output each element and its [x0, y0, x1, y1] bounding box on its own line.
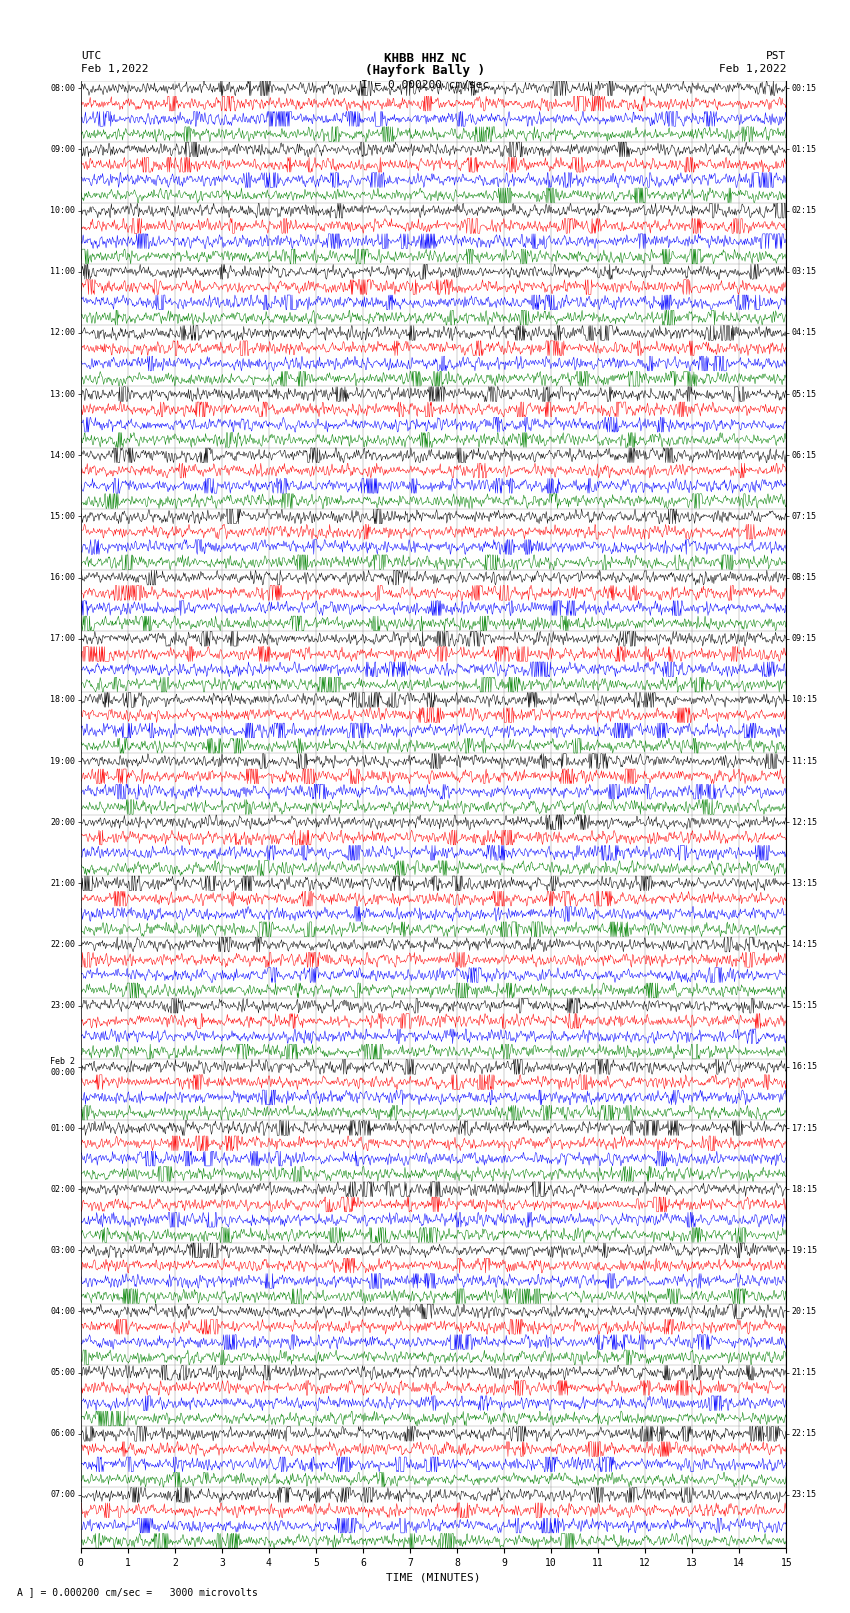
Text: I = 0.000200 cm/sec: I = 0.000200 cm/sec: [361, 81, 489, 90]
Text: PST: PST: [766, 52, 786, 61]
Text: Feb 1,2022: Feb 1,2022: [719, 65, 786, 74]
Text: (Hayfork Bally ): (Hayfork Bally ): [365, 65, 485, 77]
X-axis label: TIME (MINUTES): TIME (MINUTES): [386, 1573, 481, 1582]
Text: A ] = 0.000200 cm/sec =   3000 microvolts: A ] = 0.000200 cm/sec = 3000 microvolts: [17, 1587, 258, 1597]
Text: KHBB HHZ NC: KHBB HHZ NC: [383, 52, 467, 65]
Text: Feb 1,2022: Feb 1,2022: [81, 65, 148, 74]
Text: UTC: UTC: [81, 52, 101, 61]
